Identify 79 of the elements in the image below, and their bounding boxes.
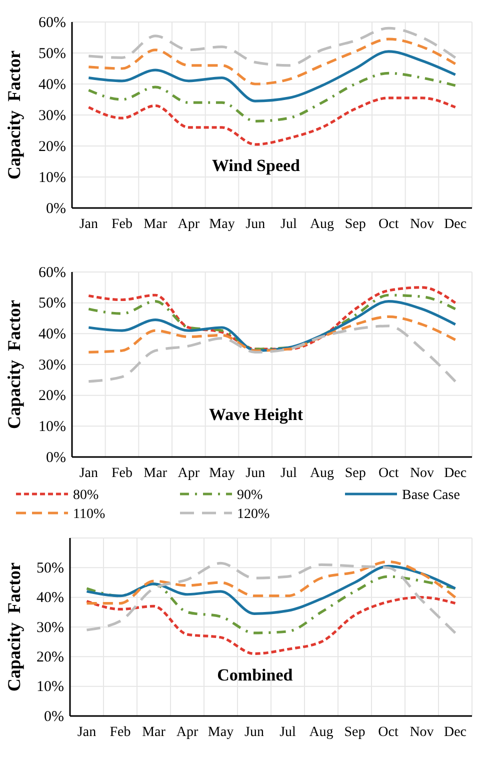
x-tick-label: Dec	[444, 724, 467, 740]
x-tick-label: Nov	[410, 216, 434, 232]
x-tick-label: Jan	[77, 724, 96, 740]
x-tick-label: May	[208, 724, 234, 740]
text: Wind Speed	[212, 156, 301, 175]
line-series	[85, 562, 457, 634]
x-tick-label: Oct	[378, 216, 399, 232]
legend-label: 80%	[73, 488, 99, 503]
x-tick-label: Sep	[344, 216, 366, 232]
legend-label: 110%	[73, 507, 106, 522]
y-tick-label: 10%	[36, 679, 64, 696]
y-axis-title: Capacity Factor	[4, 562, 24, 692]
line-series	[85, 564, 457, 615]
line-series	[85, 575, 457, 634]
x-tick-label: Jan	[79, 466, 98, 481]
x-tick-label: Apr	[178, 216, 200, 232]
x-tick-label: Feb	[112, 216, 132, 232]
line-series	[87, 26, 457, 67]
x-tick-label: Jan	[79, 216, 98, 232]
y-tick-label: 60%	[38, 264, 66, 281]
line-series	[87, 315, 457, 354]
y-tick-label: 0%	[44, 708, 64, 725]
x-tick-label: Aug	[310, 216, 334, 232]
x-tick-label: May	[209, 466, 235, 481]
x-tick-label: Dec	[444, 466, 467, 481]
line-series	[87, 324, 457, 383]
y-tick-label: 30%	[38, 357, 66, 374]
x-tick-label: Sep	[344, 466, 366, 481]
x-tick-label: Jun	[246, 466, 266, 481]
x-tick-label: Feb	[110, 724, 131, 740]
y-tick-label: 20%	[38, 138, 66, 155]
x-tick-label: May	[209, 216, 235, 232]
text: Wave Height	[209, 405, 304, 424]
y-tick-label: 40%	[38, 326, 66, 342]
y-tick-label: 40%	[38, 76, 66, 93]
y-tick-label: 30%	[38, 108, 66, 124]
y-tick-label: 20%	[38, 388, 66, 404]
y-axis-title: Capacity Factor	[4, 50, 24, 180]
y-tick-label: 60%	[38, 14, 66, 31]
y-tick-label: 10%	[38, 418, 66, 435]
x-tick-label: Nov	[410, 466, 434, 481]
y-tick-label: 10%	[38, 170, 66, 186]
y-axis-title: Capacity Factor	[4, 300, 24, 429]
y-tick-label: 0%	[46, 450, 66, 466]
x-tick-label: Mar	[144, 466, 168, 481]
x-tick-label: Jul	[280, 724, 296, 740]
y-tick-label: 50%	[38, 296, 66, 312]
line-series	[85, 596, 457, 655]
y-tick-label: 40%	[36, 590, 64, 606]
line-series	[87, 38, 457, 86]
y-tick-label: 50%	[38, 46, 66, 62]
x-tick-label: Apr	[178, 466, 200, 481]
x-tick-label: Dec	[444, 216, 467, 232]
line-series	[87, 96, 457, 146]
x-tick-label: Jul	[280, 216, 297, 232]
x-tick-label: Feb	[112, 466, 132, 481]
x-tick-label: Mar	[142, 724, 166, 740]
x-tick-label: Sep	[344, 724, 366, 740]
legend-label: 120%	[237, 507, 270, 522]
y-tick-label: 50%	[36, 560, 64, 576]
legend-label: Base Case	[402, 488, 460, 503]
legend-label: 90%	[237, 488, 263, 503]
x-tick-label: Oct	[378, 724, 398, 740]
x-tick-label: Jun	[244, 724, 264, 740]
x-tick-label: Aug	[309, 724, 334, 740]
y-tick-label: 30%	[36, 620, 64, 636]
line-series	[87, 50, 457, 102]
x-tick-label: Nov	[410, 724, 434, 740]
x-tick-label: Jul	[280, 466, 297, 481]
x-tick-label: Oct	[378, 466, 399, 481]
y-tick-label: 20%	[36, 649, 64, 666]
text: Combined	[217, 665, 294, 684]
x-tick-label: Apr	[176, 724, 198, 740]
y-tick-label: 0%	[46, 200, 66, 217]
x-tick-label: Jun	[246, 216, 266, 232]
line-series	[85, 560, 457, 605]
line-series	[87, 72, 457, 122]
x-tick-label: Mar	[144, 216, 168, 232]
x-tick-label: Aug	[310, 466, 334, 481]
